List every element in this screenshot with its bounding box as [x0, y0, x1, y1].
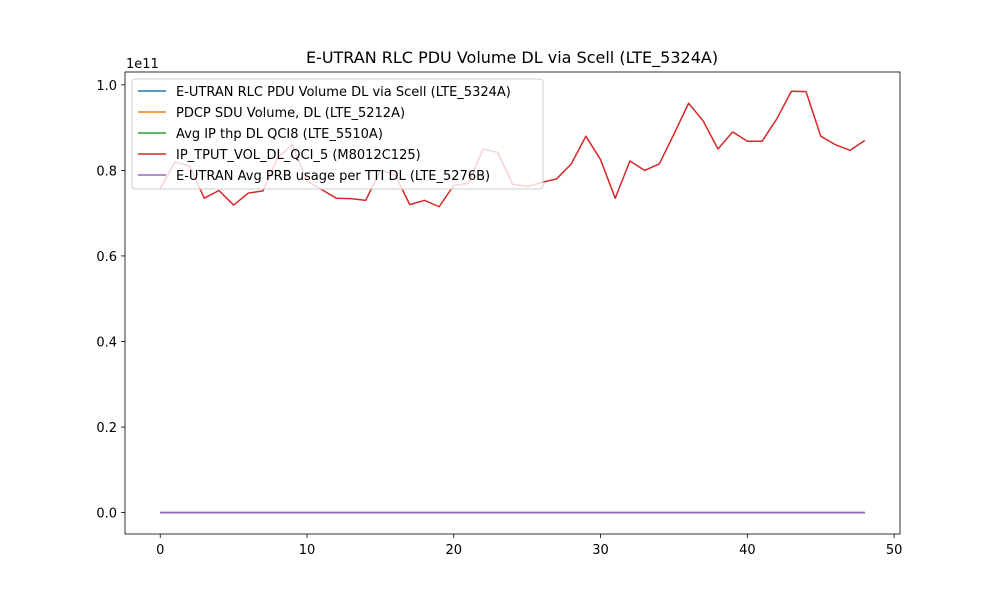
y-tick-label: 0.4 — [96, 336, 117, 351]
y-tick-label: 0.6 — [96, 250, 117, 265]
y-tick-label: 0.2 — [96, 421, 117, 436]
y-tick-label: 1.0 — [96, 79, 117, 94]
legend-label-3: IP_TPUT_VOL_DL_QCI_5 (M8012C125) — [176, 148, 421, 163]
legend-label-1: PDCP SDU Volume, DL (LTE_5212A) — [176, 106, 405, 121]
x-tick-label: 40 — [739, 543, 756, 558]
legend-label-4: E-UTRAN Avg PRB usage per TTI DL (LTE_52… — [176, 169, 490, 184]
y-tick-label: 0.8 — [96, 164, 117, 179]
legend-label-0: E-UTRAN RLC PDU Volume DL via Scell (LTE… — [176, 85, 511, 100]
y-tick-label: 0.0 — [96, 507, 117, 522]
y-axis-offset-label: 1e11 — [126, 57, 159, 72]
plot-frame — [124, 71, 901, 535]
axes-layer: 0 10 20 30 40 50 0.0 0.2 0.4 0.6 0.8 1.0 — [96, 71, 903, 558]
x-tick-label: 20 — [446, 543, 463, 558]
x-tick-label: 10 — [299, 543, 316, 558]
legend-label-2: Avg IP thp DL QCI8 (LTE_5510A) — [176, 127, 383, 142]
legend: E-UTRAN RLC PDU Volume DL via Scell (LTE… — [131, 78, 544, 190]
x-tick-label: 30 — [592, 543, 609, 558]
x-tick-label: 0 — [156, 543, 164, 558]
chart-title: E-UTRAN RLC PDU Volume DL via Scell (LTE… — [306, 48, 718, 68]
x-tick-label: 50 — [886, 543, 903, 558]
legend-box — [131, 78, 544, 190]
